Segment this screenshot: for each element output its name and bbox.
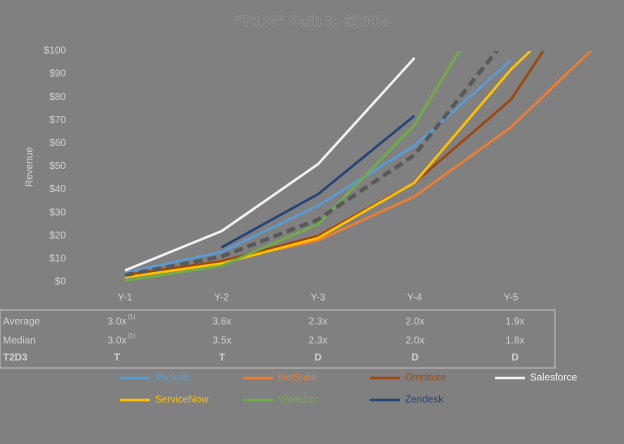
x-tick-label: Y-3 [311, 293, 326, 304]
y-tick-label: $10 [49, 254, 66, 265]
table-border [0, 309, 556, 369]
table-cell: D [411, 353, 418, 364]
plot-area [124, 51, 593, 283]
y-tick-label: $90 [49, 69, 66, 80]
series-line [124, 57, 416, 272]
legend-label: Zendesk [405, 395, 444, 406]
series-line [124, 51, 461, 283]
table-cell: 3.5x [213, 336, 232, 347]
y-tick-label: $30 [49, 207, 66, 218]
row-label: Average [3, 317, 41, 328]
table-cell: 3.6x [213, 317, 232, 328]
x-tick-label: Y-2 [214, 293, 229, 304]
footnote-marker: (1) [128, 315, 135, 321]
x-tick-label: Y-1 [118, 293, 133, 304]
legend-label: Workday [278, 395, 317, 406]
series-line [124, 51, 533, 279]
y-tick-label: $70 [49, 115, 66, 126]
y-tick-label: $100 [44, 46, 67, 57]
table-cell: T [114, 353, 120, 364]
table-cell: D [511, 353, 518, 364]
table-cell: 1.9x [506, 317, 525, 328]
row-label: Median [3, 336, 36, 347]
y-tick-label: $0 [55, 277, 67, 288]
footnote-marker: (1) [128, 334, 135, 340]
series-line [124, 51, 499, 278]
row-label: T2D3 [3, 353, 28, 364]
table-cell: 3.0x [108, 317, 127, 328]
table-cell: 2.0x [406, 317, 425, 328]
y-tick-label: $20 [49, 230, 66, 241]
y-tick-label: $50 [49, 161, 66, 172]
y-tick-label: $40 [49, 184, 66, 195]
table-cell: T [219, 353, 225, 364]
y-tick-label: $60 [49, 138, 66, 149]
table-cell: D [314, 353, 321, 364]
table-cell: 3.0x [108, 336, 127, 347]
table-cell: 1.8x [506, 336, 525, 347]
legend-label: NetSuite [278, 373, 317, 384]
table-cell: 2.3x [309, 336, 328, 347]
legend-label: Omniture [405, 373, 447, 384]
chart-title: "T2D3" Path to $100M [234, 13, 390, 30]
x-tick-label: Y-5 [504, 293, 519, 304]
legend-label: Marketo [155, 373, 192, 384]
legend-label: Salesforce [530, 373, 578, 384]
x-tick-label: Y-4 [407, 293, 422, 304]
y-tick-label: $80 [49, 92, 66, 103]
table-cell: 2.0x [406, 336, 425, 347]
table-cell: 2.3x [309, 317, 328, 328]
series-line [220, 114, 416, 249]
legend-label: ServiceNow [155, 395, 209, 406]
y-axis-label: Revenue [25, 147, 36, 187]
